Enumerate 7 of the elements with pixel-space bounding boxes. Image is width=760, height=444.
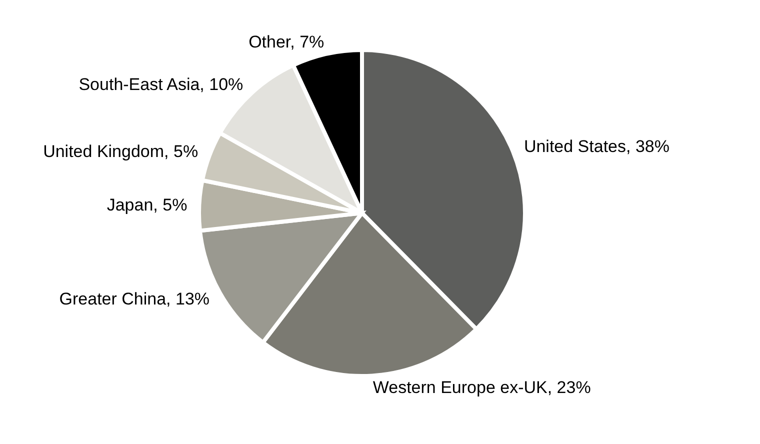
slice-label: Other, 7%: [248, 32, 324, 52]
slice-label: United Kingdom, 5%: [43, 142, 198, 162]
slice-label: Japan, 5%: [106, 195, 188, 214]
slice-label: Greater China, 13%: [59, 289, 210, 308]
slice-label: United States, 38%: [524, 137, 670, 156]
slice-label: South-East Asia, 10%: [78, 75, 244, 94]
slice-label: Western Europe ex-UK, 23%: [372, 378, 591, 398]
